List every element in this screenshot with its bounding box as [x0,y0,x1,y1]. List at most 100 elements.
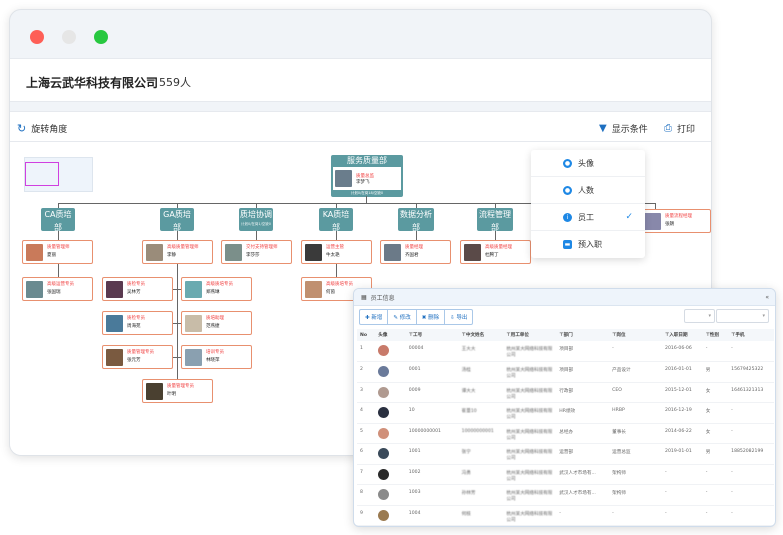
collapse-button[interactable]: « [765,293,769,301]
menu-label: 人数 [578,185,594,195]
minimap-viewport[interactable] [25,162,59,186]
person-node[interactable]: 高级运营专员 张国瑞 [22,277,93,301]
menu-item-employee[interactable]: i 员工 ✓ [531,204,645,231]
dept-node[interactable]: KA质培部计划0/在岗2/空缺0 [319,208,353,239]
table-cell: 汤桂 [458,361,504,383]
person-node[interactable]: 培训专员 林晓萍 [181,345,252,369]
table-cell: 3 [357,382,376,403]
connector-line [336,231,337,240]
menu-item-pre-hire[interactable]: ▬ 预入职 [531,231,645,258]
person-node[interactable]: 高级质量经理 杜腾丁 [460,240,531,264]
person-node[interactable]: 质培助理 范燕捷 [181,311,252,335]
column-header[interactable]: ⊤性别 [702,329,729,341]
table-cell: 杭州某大网络科技有限公司 [503,443,557,465]
table-row[interactable]: 1 00004 王大大 杭州某大网络科技有限公司 项目部 -2016-06-06- - [357,341,774,362]
table-row[interactable]: 9 1004 何枝 杭州某大网络科技有限公司 - - - - - [357,505,774,526]
column-header[interactable]: 头像 [375,329,406,341]
table-row[interactable]: 3 0009 谭大大 杭州某大网络科技有限公司 行政部 CEO 2015-12-01 女 164… [357,382,774,403]
export-button[interactable]: ⇩ 导出 [450,315,468,321]
person-node[interactable]: 质量管理专员 叶明 [142,379,213,403]
person-title: 高级质培专员 [326,282,353,287]
column-header[interactable]: ⊤岗位 [609,329,663,341]
connector-line [177,264,178,379]
column-header[interactable]: No [357,329,376,341]
table-cell: 王大大 [458,341,504,362]
dept-node[interactable]: 流程管理部计划0/在岗1/空缺0 [477,208,513,239]
display-conditions-button[interactable]: ▼ 显示条件 [599,122,648,135]
dept-stats: 计划0/在岗1/空缺0 [240,222,272,226]
table-cell: 杭州某大网络科技有限公司 [503,361,557,383]
menu-item-avatar[interactable]: ● 头像 [531,150,645,177]
add-button[interactable]: ✚ 新增 [360,310,389,324]
person-node[interactable]: 质检专员 吴林芳 [102,277,173,301]
person-node[interactable]: 运营主管 牛太艳 [301,240,372,264]
menu-item-headcount[interactable]: ● 人数 [531,177,645,204]
table-row[interactable]: 8 1003 孙林芳 杭州某大网络科技有限公司 武汉人才市场有... 架构师 - - - [357,484,774,506]
avatar [378,427,390,439]
column-header[interactable]: ⊤部门 [556,329,610,341]
person-name: 范燕捷 [206,324,220,329]
person-node[interactable]: 高级质量管理师 李静 [142,240,213,264]
filter-select-2[interactable]: ▾ [716,309,769,323]
person-node[interactable]: 质量流程经理 张朗 [640,209,711,233]
table-cell [375,341,406,362]
table-row[interactable]: 4 10 崔量10 杭州某大网络科技有限公司 HR绩效 HRBP 2016-12-19 女 - [357,402,774,424]
avatar [335,170,352,187]
table-cell: - [728,423,774,444]
person-name: 林晓萍 [206,358,220,363]
table-cell: - [728,464,774,485]
avatar [146,382,163,400]
connector-line [177,231,178,240]
person-node[interactable]: 质量管理专员 张元芳 [102,345,173,369]
dept-name: 流程管理部 [479,210,511,232]
table-row[interactable]: 2 0001 汤桂 杭州某大网络科技有限公司 项目部 产品设计 2016-01-01 男 156… [357,361,774,383]
table-cell: 项目部 [556,361,610,383]
delete-button[interactable]: ✖ 删除 [417,310,446,324]
table-cell: 1 [357,341,376,362]
dept-node[interactable]: 数据分析部计划0/在岗1/空缺0 [398,208,434,239]
dept-name: GA质培部 [163,210,191,232]
edit-button[interactable]: ✎ 修改 [388,310,417,324]
badge-icon: ▬ [563,240,572,249]
avatar [185,280,202,298]
employee-window-header: ▦ 员工信息 « [354,289,775,306]
person-node[interactable]: 交付支持管理师 李莎莎 [221,240,292,264]
table-cell: - [662,505,703,526]
person-node[interactable]: 高级质培专员 郑燕琳 [181,277,252,301]
person-node[interactable]: 质量经理 齐国君 [380,240,451,264]
table-row[interactable]: 6 1001 张宁 杭州某大网络科技有限公司 运营部 运营总监 2019-01-01 男 188… [357,443,774,465]
rotate-button[interactable]: ↻ 旋转角度 [17,122,67,135]
table-row[interactable]: 7 1002 冯勇 杭州某大网络科技有限公司 武汉人才市场有... 架构师 - - - [357,464,774,485]
minimap[interactable] [24,157,93,192]
table-cell [375,484,406,506]
info-icon: i [563,212,572,222]
person-info: 质量经理 齐国君 [405,244,423,260]
close-window-button[interactable] [30,30,44,44]
column-header[interactable]: ⊤入职日期 [662,329,703,341]
print-button[interactable]: ⎙ 打印 [664,122,695,135]
table-cell: - [702,505,729,526]
table-cell [375,505,406,526]
table-cell: 总经办 [556,423,610,444]
dept-node[interactable]: 质培协调 计划0/在岗1/空缺0 [239,208,273,231]
person-node[interactable]: 质检专员 周海苑 [102,311,173,335]
person-name: 齐国君 [405,253,419,258]
avatar [378,407,390,418]
column-header[interactable]: ⊤用工单位 [503,329,557,341]
root-node[interactable]: 服务质量部 质量总监 李梦飞 计划0/在岗18/空缺0 [331,155,403,197]
connector-line [366,196,367,203]
avatar [26,243,43,261]
table-cell: 2016-06-06 [662,341,703,362]
table-cell: - [728,402,774,424]
filter-select-1[interactable]: ▾ [684,309,715,323]
column-header[interactable]: ⊤工号 [405,329,459,341]
column-header[interactable]: ⊤手机 [728,329,774,341]
table-row[interactable]: 5 10000000001 10000000001 杭州某大网络科技有限公司 总经办 董事… [357,423,774,444]
maximize-window-button[interactable] [94,30,108,44]
person-name: 郑燕琳 [206,290,220,295]
column-header[interactable]: ⊤中文姓名 [458,329,504,341]
person-node[interactable]: 质量管理师 夏丽 [22,240,93,264]
dept-node[interactable]: GA质培部计划0/在岗8/空缺0 [160,208,194,239]
minimize-window-button[interactable] [62,30,76,44]
dept-node[interactable]: CA质培部计划0/在岗6/空缺0 [41,208,75,239]
